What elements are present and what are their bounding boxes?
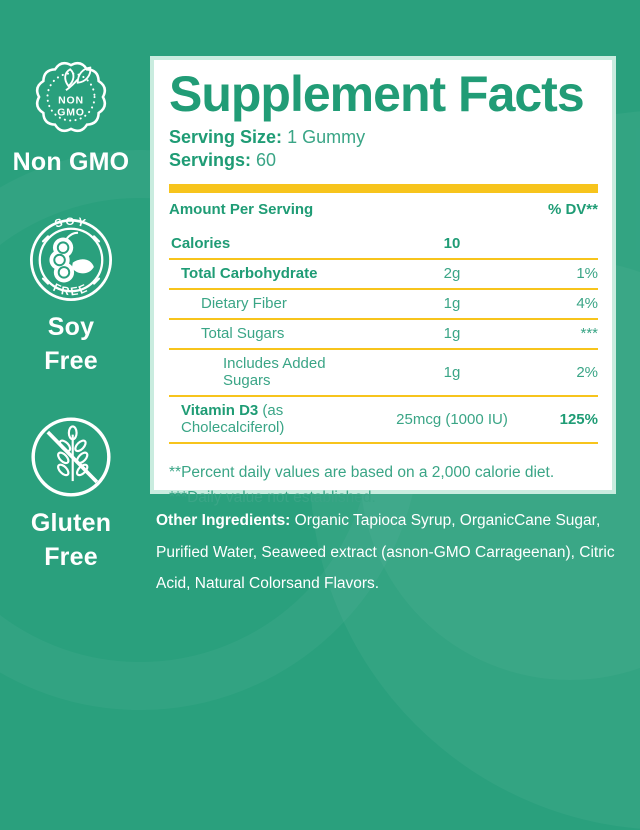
soy-label-line2: Free: [44, 347, 98, 375]
soy-free-label: Soy Free: [44, 310, 98, 378]
table-header: Amount Per Serving % DV**: [169, 201, 598, 218]
table-row: Vitamin D3 (as Cholecalciferol) 25mcg (1…: [169, 397, 598, 444]
servings-label: Servings:: [169, 150, 252, 170]
supplement-facts-panel: Supplement Facts Serving Size: 1 Gummy S…: [150, 56, 616, 506]
table-row: Total Sugars 1g ***: [169, 320, 598, 350]
other-ingredients-list: Organic Tapioca Syrup, OrganicCane Sugar…: [156, 512, 615, 592]
wheat-stalk-icon: [57, 425, 89, 482]
gluten-label-line2: Free: [44, 543, 98, 571]
prohibition-slash-icon: [46, 430, 99, 484]
non-gmo-badge: NON GMO Non GMO: [0, 55, 142, 179]
stamp-top-text: NON: [58, 95, 84, 107]
soybean-pod-icon: [49, 231, 94, 283]
nutrient-amount: 1g: [443, 325, 461, 342]
nutrient-name: Dietary Fiber: [201, 295, 287, 312]
servings-value: 60: [256, 150, 277, 170]
header-divider-bar: [169, 184, 598, 193]
ring-dash-decoration: [41, 235, 101, 285]
nutrient-amount: 10: [443, 235, 461, 252]
nutrient-name-main: Vitamin D3: [181, 402, 259, 419]
nutrient-name: Calories: [171, 235, 231, 252]
serving-info: Serving Size: 1 Gummy Servings: 60: [169, 126, 598, 172]
nutrient-dv: 2%: [576, 363, 598, 381]
stamp-bottom-text: GMO: [57, 106, 85, 118]
footnotes: **Percent daily values are based on a 2,…: [169, 460, 598, 510]
nutrient-name-note: (as Cholecalciferol): [181, 402, 285, 436]
other-ingredients-text: Other Ingredients: Organic Tapioca Syrup…: [156, 505, 632, 600]
gluten-free-label: Gluten Free: [31, 506, 111, 574]
nutrient-table: Calories 10 Total Carbohydrate 2g 1% Die…: [169, 230, 598, 444]
nutrient-dv: 4%: [576, 295, 598, 312]
nutrient-amount: 2g: [443, 265, 461, 282]
dv-header: % DV**: [547, 201, 598, 218]
footnote-not-established: ***Daily value not established.: [169, 489, 376, 506]
nutrient-amount: 1g: [443, 295, 461, 312]
table-row: Dietary Fiber 1g 4%: [169, 290, 598, 320]
non-gmo-stamp-icon: NON GMO: [35, 61, 107, 133]
footnote-daily-values: **Percent daily values are based on a 2,…: [169, 464, 555, 481]
nutrient-dv: 125%: [559, 410, 598, 428]
other-ingredients-label: Other Ingredients:: [156, 512, 291, 529]
servings-line: Servings: 60: [169, 149, 598, 172]
nutrient-name: Total Carbohydrate: [181, 265, 318, 282]
serving-size-value: 1 Gummy: [287, 127, 366, 147]
nutrient-dv: 1%: [576, 265, 598, 282]
soy-label-line1: Soy: [47, 313, 95, 341]
nutrient-dv: ***: [580, 325, 598, 342]
gluten-free-badge: Gluten Free: [0, 414, 142, 574]
serving-size-label: Serving Size:: [169, 127, 283, 147]
non-gmo-label: Non GMO: [12, 148, 130, 176]
table-row: Calories 10: [169, 230, 598, 260]
nutrient-name: Includes Added Sugars: [223, 355, 326, 389]
table-row: Total Carbohydrate 2g 1%: [169, 260, 598, 290]
table-row: Includes Added Sugars 1g 2%: [169, 350, 598, 397]
nutrient-amount: 1g: [443, 363, 461, 381]
gluten-label-line1: Gluten: [30, 509, 112, 537]
panel-title: Supplement Facts: [169, 66, 585, 122]
nutrient-amount: 25mcg (1000 IU): [396, 410, 508, 428]
nutrient-name: Vitamin D3 (as Cholecalciferol): [169, 402, 368, 436]
soy-free-badge: SOY FREE Soy: [0, 216, 142, 378]
amount-per-serving-header: Amount Per Serving: [169, 201, 314, 218]
no-wheat-icon: [31, 417, 111, 497]
nutrient-name: Total Sugars: [201, 325, 285, 342]
serving-size-line: Serving Size: 1 Gummy: [169, 126, 598, 149]
soy-free-seal-icon: SOY FREE: [29, 216, 113, 302]
